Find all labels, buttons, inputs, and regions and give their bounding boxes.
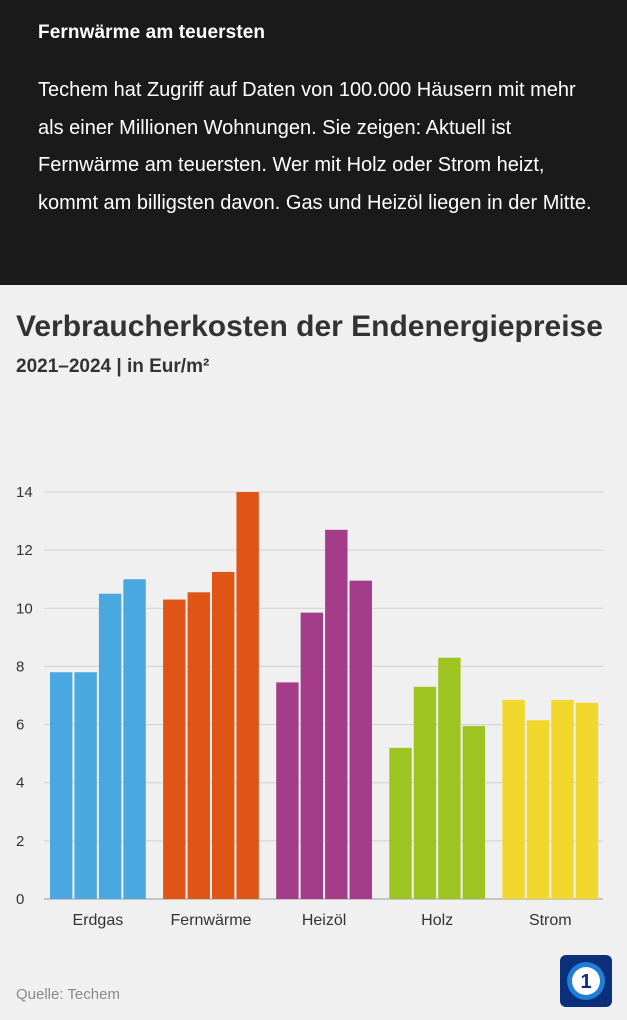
x-category-label: Strom xyxy=(529,912,572,929)
bar-strom-2021 xyxy=(502,699,525,899)
bar-heizöl-2023 xyxy=(325,529,348,899)
bar-fernwärme-2023 xyxy=(212,571,235,899)
chart-title: Verbraucherkosten der Endenergiepreise xyxy=(16,310,603,343)
bar-strom-2022 xyxy=(526,720,550,899)
bar-holz-2021 xyxy=(389,747,412,899)
bar-fernwärme-2022 xyxy=(187,592,210,899)
x-category-label: Holz xyxy=(421,912,453,929)
svg-text:1: 1 xyxy=(580,971,591,993)
bar-fernwärme-2021 xyxy=(163,599,186,899)
bar-holz-2023 xyxy=(438,657,461,899)
bar-holz-2024 xyxy=(462,726,486,899)
intro-title: Fernwärme am teuersten xyxy=(38,22,266,43)
bar-heizöl-2021 xyxy=(276,682,299,899)
intro-box: Fernwärme am teuersten Techem hat Zugrif… xyxy=(0,0,627,285)
x-category-label: Erdgas xyxy=(73,912,124,929)
chart-subtitle: 2021–2024 | in Eur/m² xyxy=(16,356,210,377)
bar-erdgas-2022 xyxy=(74,672,97,899)
bar-erdgas-2024 xyxy=(123,579,146,899)
bar-erdgas-2021 xyxy=(50,672,73,899)
y-tick-label: 0 xyxy=(16,891,24,908)
y-tick-label: 8 xyxy=(16,658,24,675)
intro-text: Techem hat Zugriff auf Daten von 100.000… xyxy=(38,79,592,214)
x-category-label: Fernwärme xyxy=(171,912,252,929)
bar-strom-2024 xyxy=(575,702,599,899)
y-tick-label: 10 xyxy=(16,600,33,617)
y-tick-label: 12 xyxy=(16,542,33,559)
bar-holz-2022 xyxy=(413,686,437,899)
y-tick-label: 6 xyxy=(16,717,24,734)
y-tick-label: 14 xyxy=(16,484,33,501)
bar-strom-2023 xyxy=(551,699,574,899)
y-tick-label: 4 xyxy=(16,775,24,792)
x-category-label: Heizöl xyxy=(302,912,346,929)
ard-logo-icon: 1 xyxy=(560,955,612,1007)
bar-fernwärme-2024 xyxy=(236,492,259,899)
bar-heizöl-2024 xyxy=(349,580,372,899)
bar-erdgas-2023 xyxy=(98,593,122,899)
y-tick-label: 2 xyxy=(16,833,24,850)
source-label: Quelle: Techem xyxy=(16,986,120,1003)
bar-heizöl-2022 xyxy=(300,612,324,899)
